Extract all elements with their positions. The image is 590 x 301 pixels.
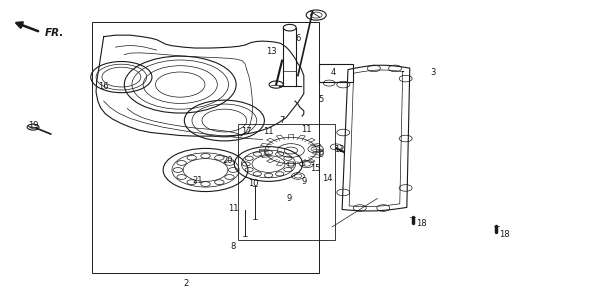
Text: 9: 9 [301,178,306,186]
Text: 16: 16 [99,82,109,91]
Bar [319,64,353,82]
Text: 2: 2 [183,279,189,288]
Text: 4: 4 [330,68,336,77]
Text: 10: 10 [248,179,259,188]
Text: FR.: FR. [45,28,64,38]
Text: 12: 12 [334,144,345,154]
Text: 15: 15 [310,164,321,173]
Text: 9: 9 [319,150,324,160]
Text: 19: 19 [28,120,38,129]
Text: 6: 6 [295,34,301,43]
Bar [238,123,335,240]
Text: 17: 17 [241,126,252,135]
Text: 3: 3 [431,68,436,77]
Text: 20: 20 [222,157,232,166]
Text: 5: 5 [319,95,324,104]
Text: 7: 7 [279,116,285,125]
Text: 18: 18 [499,230,509,239]
Text: 14: 14 [322,175,333,184]
Text: 11: 11 [301,125,312,134]
Text: 18: 18 [416,219,427,228]
Text: 8: 8 [231,242,236,251]
Text: 11: 11 [228,204,238,213]
Text: 21: 21 [192,176,203,185]
Text: 13: 13 [266,47,277,56]
Text: 9: 9 [287,194,291,203]
Text: 11: 11 [263,126,274,135]
Bar [92,22,319,273]
